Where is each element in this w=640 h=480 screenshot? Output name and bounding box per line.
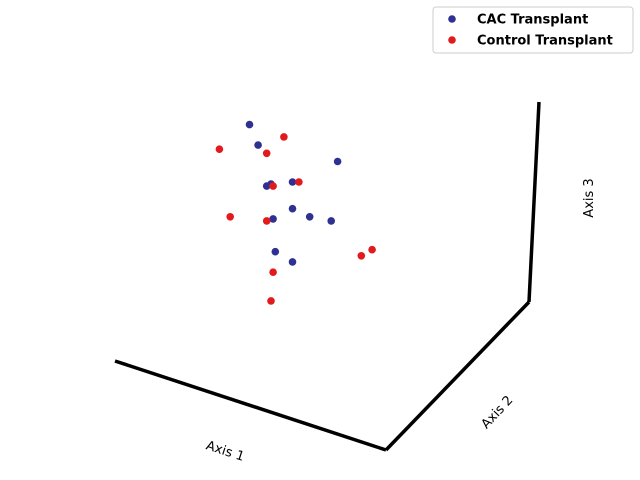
point-control-transplant-6	[262, 217, 271, 225]
point-cac-transplant-4	[288, 178, 297, 186]
point-control-transplant-1	[262, 149, 271, 158]
legend-label-control-transplant: Control Transplant	[477, 34, 613, 49]
point-control-transplant-3	[295, 178, 303, 186]
legend: CAC Transplant Control Transplant	[432, 6, 634, 54]
point-cac-transplant-10	[271, 247, 280, 256]
point-control-transplant-7	[357, 252, 366, 260]
axis-1-line	[114, 359, 387, 452]
data-points	[215, 120, 376, 305]
point-cac-transplant-8	[269, 215, 277, 223]
point-cac-transplant-0	[245, 120, 254, 129]
point-cac-transplant-9	[327, 217, 336, 225]
point-control-transplant-0	[280, 133, 288, 141]
point-cac-transplant-6	[288, 204, 297, 213]
legend-marker-control-transplant	[448, 36, 456, 44]
point-cac-transplant-11	[288, 258, 297, 266]
point-control-transplant-10	[267, 297, 275, 305]
axis-3-label: Axis 3	[582, 178, 597, 217]
point-cac-transplant-5	[333, 157, 342, 166]
legend-label-cac-transplant: CAC Transplant	[477, 13, 588, 28]
point-control-transplant-2	[215, 145, 224, 153]
legend-box	[432, 6, 634, 54]
point-control-transplant-4	[269, 182, 277, 190]
point-cac-transplant-7	[305, 213, 314, 221]
axis-2-line	[384, 300, 531, 452]
legend-marker-cac-transplant	[448, 15, 456, 23]
axis-1-label: Axis 1	[204, 438, 246, 464]
point-control-transplant-9	[269, 268, 277, 277]
axis-2-label: Axis 2	[479, 393, 517, 432]
point-control-transplant-5	[226, 213, 234, 221]
axes-frame	[114, 101, 541, 452]
axis-3-line	[527, 101, 541, 303]
point-cac-transplant-1	[254, 141, 262, 149]
point-control-transplant-8	[368, 245, 376, 254]
